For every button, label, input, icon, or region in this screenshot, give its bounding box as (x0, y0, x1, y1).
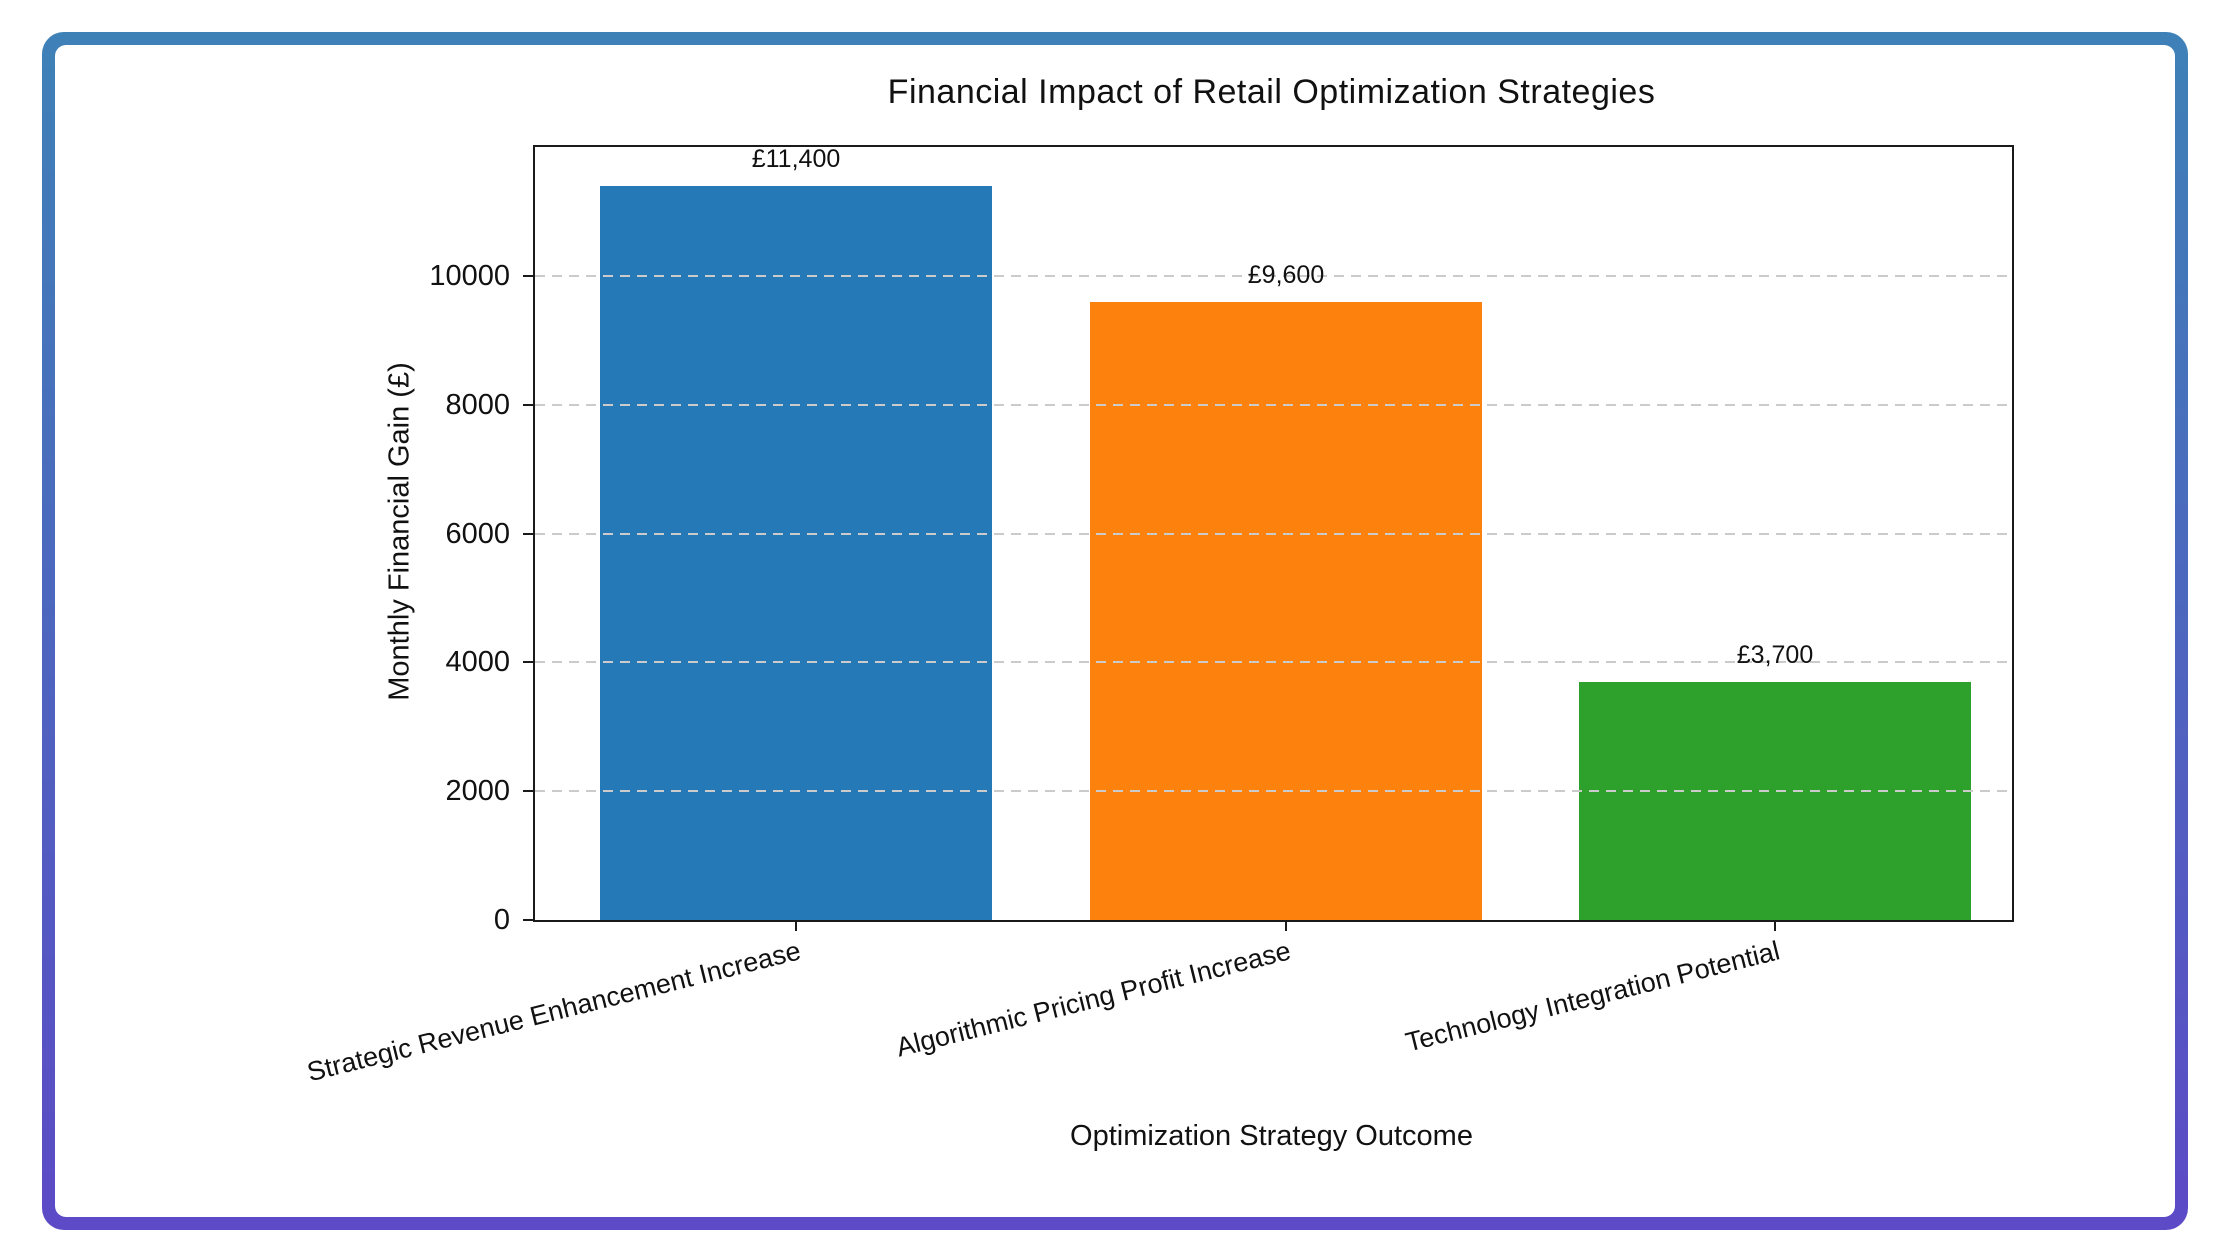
y-tick-label: 8000 (445, 388, 510, 421)
x-tick-mark (1285, 920, 1287, 931)
gridline (535, 661, 2012, 664)
y-tick-label: 2000 (445, 775, 510, 808)
y-tick-mark (523, 532, 535, 535)
bar (1579, 681, 1971, 920)
y-tick-mark (523, 919, 535, 921)
bar-value-label: £9,600 (1247, 260, 1325, 289)
y-tick-mark (523, 790, 535, 793)
y-tick-mark (523, 403, 535, 406)
y-tick-mark (523, 274, 535, 277)
chart-title: Financial Impact of Retail Optimization … (887, 73, 1656, 111)
gridline (535, 403, 2012, 406)
bar (600, 185, 992, 920)
y-tick-mark (523, 661, 535, 664)
x-tick-mark (1774, 920, 1776, 931)
x-tick-mark (795, 920, 797, 931)
y-tick-label: 0 (493, 904, 510, 936)
bar-value-label: £3,700 (1736, 640, 1814, 669)
y-tick-label: 6000 (445, 517, 510, 550)
x-axis-label: Optimization Strategy Outcome (1070, 1120, 1473, 1152)
bar (1090, 301, 1482, 920)
plot-area: 0 2000 4000 6000 8000 10000 £11,400 Strategic R… (304, 144, 2014, 1087)
y-tick-label: 10000 (429, 259, 510, 292)
gridline (535, 274, 2012, 277)
gridline (535, 532, 2012, 535)
y-tick-label: 4000 (445, 646, 510, 679)
gridline (535, 790, 2012, 793)
bar-value-label: £11,400 (751, 144, 841, 173)
